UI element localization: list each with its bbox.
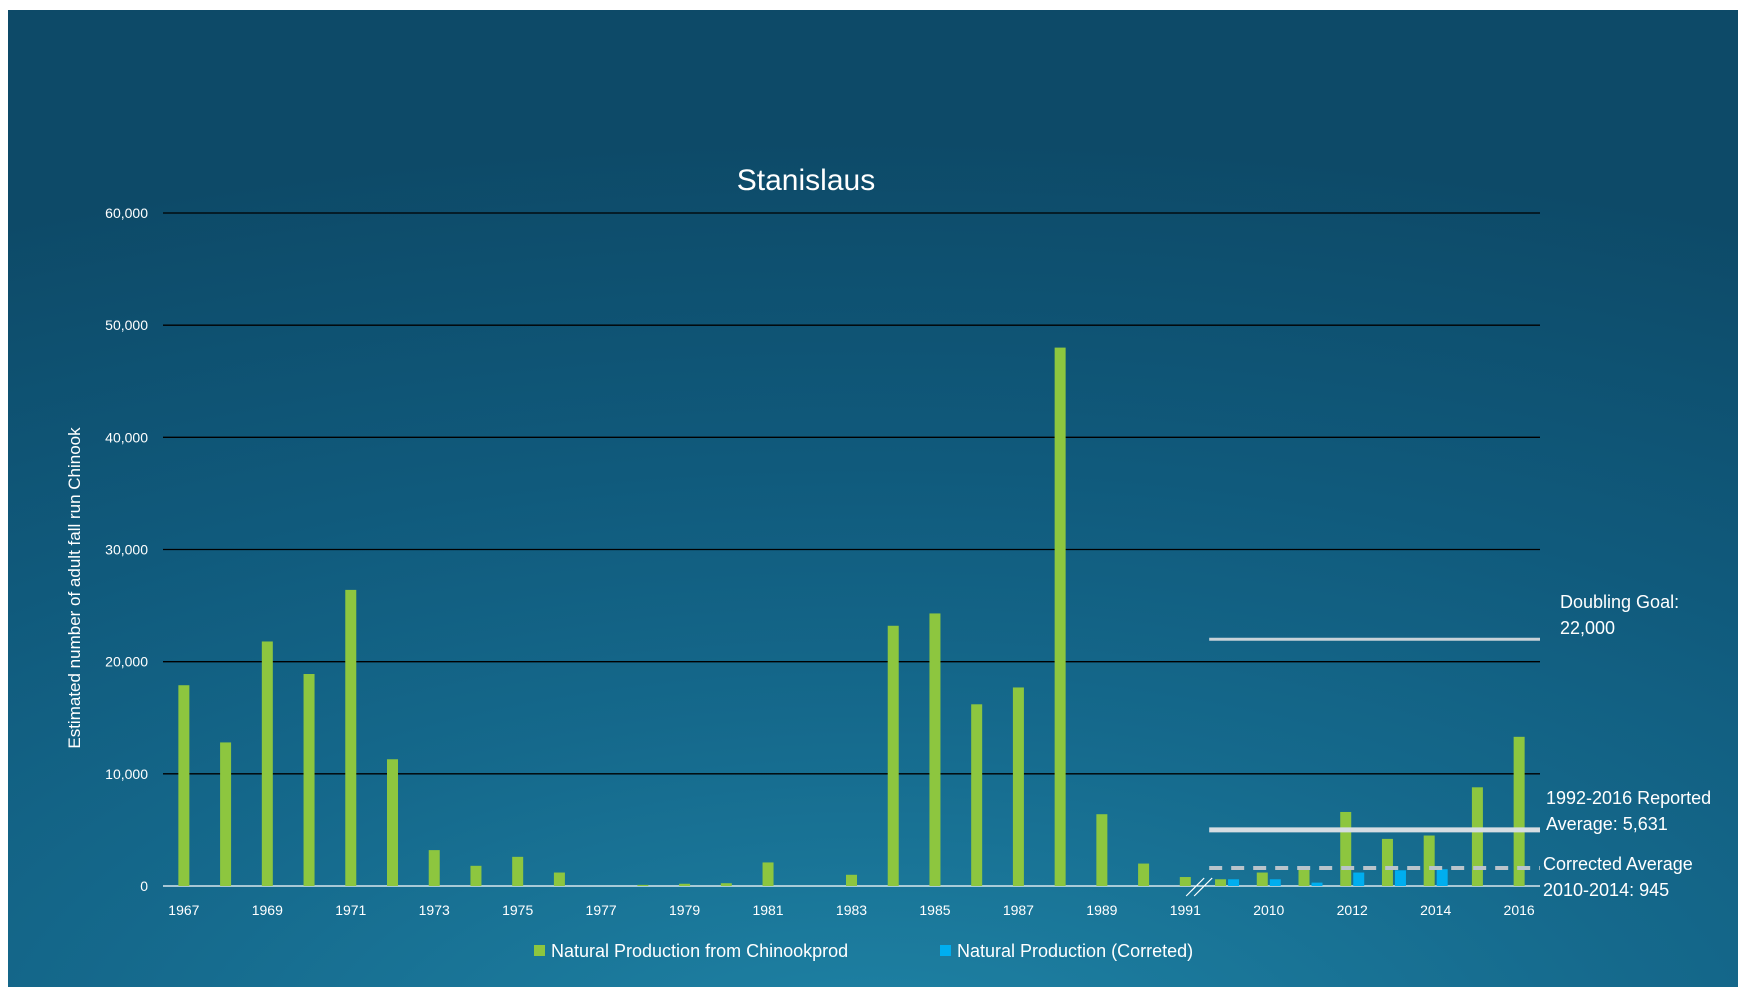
bar-natural-production bbox=[887, 625, 899, 886]
bar-natural-production bbox=[846, 874, 857, 886]
bars bbox=[178, 347, 1525, 887]
reference-line-label: 1992-2016 Reported bbox=[1546, 788, 1711, 808]
bar-natural-production bbox=[345, 589, 357, 886]
bar-natural-production bbox=[1096, 814, 1108, 886]
bar-natural-production bbox=[1012, 687, 1024, 886]
x-tick-label: 2014 bbox=[1420, 902, 1451, 918]
bar-natural-production bbox=[1340, 811, 1352, 886]
bar-natural-production bbox=[1054, 347, 1066, 887]
axis-break-slash bbox=[1185, 877, 1205, 897]
reference-line-label: 2010-2014: 945 bbox=[1543, 880, 1669, 900]
x-tick-label: 1989 bbox=[1086, 902, 1117, 918]
x-tick-label: 1969 bbox=[252, 902, 283, 918]
y-axis-label: Estimated number of adult fall run Chino… bbox=[65, 427, 84, 749]
bar-natural-production bbox=[1471, 787, 1483, 886]
slide-background: Stanislaus Estimated number of adult fal… bbox=[8, 10, 1738, 987]
bar-natural-production bbox=[1138, 863, 1150, 886]
x-tick-label: 2010 bbox=[1253, 902, 1284, 918]
reference-line-label: Average: 5,631 bbox=[1546, 814, 1668, 834]
stanislaus-chart: Stanislaus Estimated number of adult fal… bbox=[65, 164, 1711, 961]
bar-natural-production bbox=[971, 704, 983, 886]
y-tick-label: 50,000 bbox=[105, 317, 148, 333]
x-tick-label: 1981 bbox=[752, 902, 783, 918]
y-tick-label: 40,000 bbox=[105, 429, 148, 445]
bar-natural-production bbox=[387, 759, 398, 886]
bar-natural-production bbox=[1179, 877, 1191, 886]
reference-line-label: Corrected Average bbox=[1543, 854, 1693, 874]
bar-natural-production bbox=[261, 641, 273, 886]
bar-natural-production bbox=[1256, 872, 1268, 886]
bar-natural-production bbox=[553, 872, 565, 886]
bar-natural-production bbox=[1298, 868, 1310, 886]
bar-natural-production bbox=[1513, 736, 1525, 886]
y-tick-labels: 0 10,000 20,000 30,000 40,000 50,000 60,000 bbox=[105, 205, 148, 894]
bar-natural-production bbox=[929, 613, 941, 886]
x-tick-label: 1967 bbox=[168, 902, 199, 918]
legend-label: Natural Production (Correted) bbox=[957, 941, 1193, 961]
x-tick-label: 1977 bbox=[586, 902, 617, 918]
x-tick-label: 1971 bbox=[335, 902, 366, 918]
x-tick-label: 2016 bbox=[1504, 902, 1535, 918]
axis-break-slash bbox=[1193, 877, 1213, 897]
bar-natural-production-corrected bbox=[1269, 879, 1281, 886]
y-tick-label: 60,000 bbox=[105, 205, 148, 221]
legend-swatch bbox=[534, 945, 545, 956]
x-tick-label: 1979 bbox=[669, 902, 700, 918]
x-tick-label: 1987 bbox=[1003, 902, 1034, 918]
y-tick-label: 30,000 bbox=[105, 542, 148, 558]
bar-natural-production bbox=[220, 742, 232, 886]
chart-title: Stanislaus bbox=[737, 164, 875, 197]
x-tick-label: 1973 bbox=[419, 902, 450, 918]
y-tick-label: 10,000 bbox=[105, 766, 148, 782]
bar-natural-production bbox=[178, 685, 190, 886]
bar-natural-production-corrected bbox=[1311, 882, 1323, 886]
bar-natural-production bbox=[470, 865, 482, 886]
reference-line-label: 22,000 bbox=[1560, 618, 1615, 638]
bar-natural-production bbox=[679, 883, 691, 886]
x-tick-label: 1983 bbox=[836, 902, 867, 918]
legend-label: Natural Production from Chinookprod bbox=[551, 941, 848, 961]
bar-natural-production-corrected bbox=[1394, 870, 1406, 886]
bar-natural-production bbox=[720, 883, 732, 886]
y-tick-label: 0 bbox=[140, 878, 148, 894]
x-tick-labels: 1967 1969 1971 1973 1975 1977 1979 1981 1983 1985… bbox=[168, 902, 1535, 918]
y-tick-label: 20,000 bbox=[105, 654, 148, 670]
bar-natural-production bbox=[762, 862, 774, 886]
bar-natural-production bbox=[428, 850, 440, 886]
bar-natural-production-corrected bbox=[1353, 872, 1365, 886]
bar-natural-production bbox=[512, 856, 524, 886]
bar-natural-production bbox=[1423, 835, 1435, 886]
bar-natural-production bbox=[1215, 879, 1227, 886]
x-tick-label: 1991 bbox=[1170, 902, 1201, 918]
x-tick-label: 1985 bbox=[919, 902, 950, 918]
bar-natural-production bbox=[1381, 838, 1393, 886]
bar-natural-production-corrected bbox=[1228, 879, 1240, 886]
x-tick-label: 2012 bbox=[1337, 902, 1368, 918]
legend: Natural Production from Chinookprod Natur… bbox=[534, 941, 1193, 961]
bar-natural-production-corrected bbox=[1436, 869, 1448, 886]
reference-lines: Doubling Goal: 22,000 1992-2016 Reported Av… bbox=[1209, 592, 1711, 900]
axis-break-mark bbox=[1185, 877, 1213, 897]
bar-natural-production bbox=[303, 674, 315, 886]
bar-natural-production bbox=[637, 884, 649, 886]
reference-line-label: Doubling Goal: bbox=[1560, 592, 1679, 612]
x-tick-label: 1975 bbox=[502, 902, 533, 918]
legend-swatch bbox=[940, 945, 951, 956]
gridlines bbox=[163, 212, 1540, 887]
